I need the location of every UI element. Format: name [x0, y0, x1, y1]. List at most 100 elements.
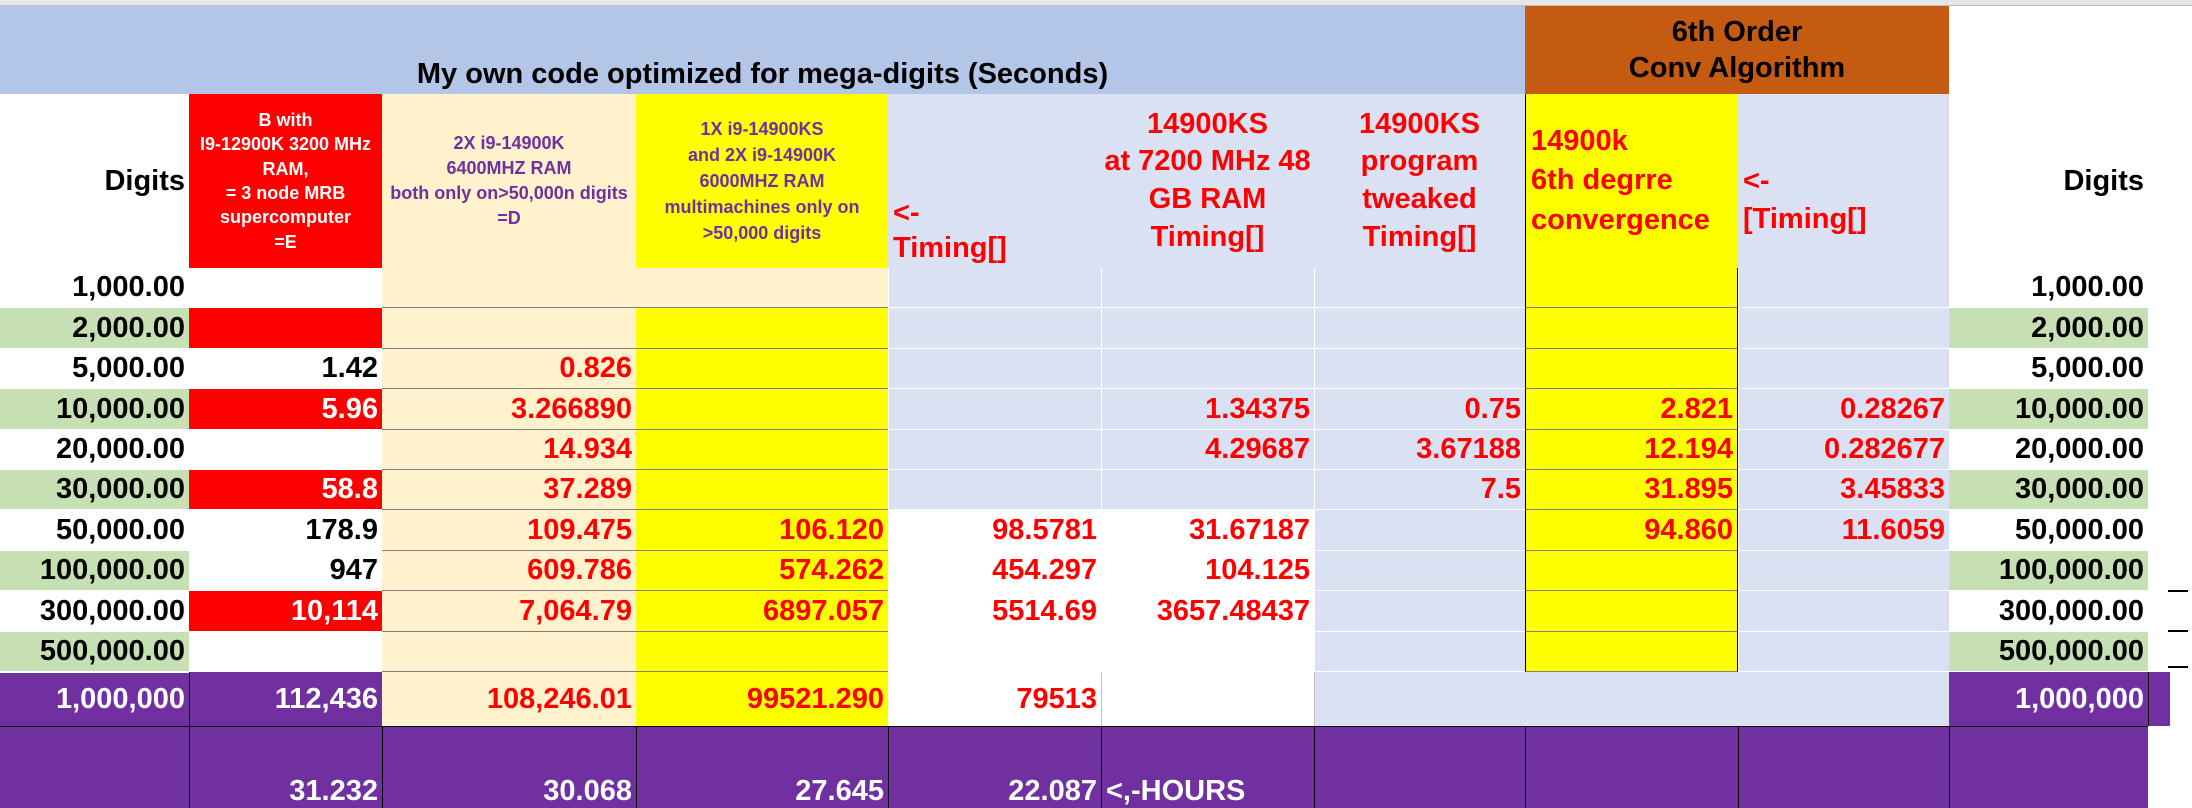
cell-d-row-10[interactable]	[382, 632, 636, 672]
cell-b-row-2[interactable]	[189, 308, 382, 349]
cell-t1-row-3[interactable]	[888, 349, 1101, 389]
million-ks-cell[interactable]: 99521.290	[636, 672, 888, 726]
cell-t1-row-5[interactable]	[888, 430, 1101, 470]
cell-t2-row-3[interactable]	[1101, 349, 1314, 389]
cell-b-row-9[interactable]: 10,114	[189, 591, 382, 632]
cell-digits_r-row-5[interactable]: 20,000.00	[1949, 430, 2148, 470]
cell-digits_r-row-9[interactable]: 300,000.00	[1949, 591, 2148, 632]
cell-d-row-8[interactable]: 609.786	[382, 551, 636, 591]
cell-digits-row-2[interactable]: 2,000.00	[0, 308, 189, 349]
cell-b-row-7[interactable]: 178.9	[189, 510, 382, 551]
cell-t3-row-2[interactable]	[1314, 308, 1525, 349]
cell-k6-row-2[interactable]	[1525, 308, 1738, 349]
digits-header-left[interactable]: Digits	[0, 94, 189, 268]
million-digits-cell[interactable]: 1,000,000	[0, 672, 189, 726]
cell-b-row-8[interactable]: 947	[189, 551, 382, 591]
cell-k6-row-5[interactable]: 12.194	[1525, 430, 1738, 470]
cell-t2-row-4[interactable]: 1.34375	[1101, 389, 1314, 430]
cell-t3-row-8[interactable]	[1314, 551, 1525, 591]
cell-t1-row-1[interactable]	[888, 268, 1101, 308]
cell-ks-row-9[interactable]: 6897.057	[636, 591, 888, 632]
cell-t3-row-1[interactable]	[1314, 268, 1525, 308]
hours-cell-9[interactable]	[1949, 726, 2148, 808]
hours-ks-cell[interactable]: 27.645	[636, 726, 888, 808]
cell-d-row-3[interactable]: 0.826	[382, 349, 636, 389]
cell-ks-row-2[interactable]	[636, 308, 888, 349]
cell-t2-row-5[interactable]: 4.29687	[1101, 430, 1314, 470]
cell-t2-row-9[interactable]: 3657.48437	[1101, 591, 1314, 632]
digits-header-right[interactable]: Digits	[1949, 94, 2148, 268]
cell-digits-row-6[interactable]: 30,000.00	[0, 470, 189, 510]
cell-digits-row-1[interactable]: 1,000.00	[0, 268, 189, 308]
cell-b-row-10[interactable]	[189, 632, 382, 672]
cell-ks-row-3[interactable]	[636, 349, 888, 389]
cell-b-row-6[interactable]: 58.8	[189, 470, 382, 510]
cell-t1-row-7[interactable]: 98.5781	[888, 510, 1101, 551]
cell-t4-row-9[interactable]	[1738, 591, 1949, 632]
cell-d-row-2[interactable]	[382, 308, 636, 349]
cell-t2-row-8[interactable]: 104.125	[1101, 551, 1314, 591]
cell-d-row-1[interactable]	[382, 268, 636, 308]
cell-d-row-6[interactable]: 37.289	[382, 470, 636, 510]
cell-digits_r-row-7[interactable]: 50,000.00	[1949, 510, 2148, 551]
k6-header-cell[interactable]: 14900k 6th degrre convergence	[1525, 94, 1738, 268]
cell-b-row-4[interactable]: 5.96	[189, 389, 382, 430]
million-digits-right-cell[interactable]: 1,000,000	[1949, 672, 2148, 726]
cell-ks-row-10[interactable]	[636, 632, 888, 672]
cell-digits_r-row-4[interactable]: 10,000.00	[1949, 389, 2148, 430]
hours-t1-cell[interactable]: 22.087	[888, 726, 1101, 808]
cell-t4-row-6[interactable]: 3.45833	[1738, 470, 1949, 510]
cell-k6-row-8[interactable]	[1525, 551, 1738, 591]
cell-t4-row-5[interactable]: 0.282677	[1738, 430, 1949, 470]
cell-t3-row-10[interactable]	[1314, 632, 1525, 672]
cell-t2-row-1[interactable]	[1101, 268, 1314, 308]
cell-b-row-3[interactable]: 1.42	[189, 349, 382, 389]
hours-label-cell[interactable]: <,-HOURS	[1101, 726, 1314, 808]
cell-t1-row-10[interactable]	[888, 632, 1101, 672]
ks7200-header-cell[interactable]: 14900KS at 7200 MHz 48 GB RAM Timing[]	[1101, 94, 1314, 268]
cell-digits_r-row-10[interactable]: 500,000.00	[1949, 632, 2148, 672]
cell-k6-row-6[interactable]: 31.895	[1525, 470, 1738, 510]
cell-k6-row-9[interactable]	[1525, 591, 1738, 632]
cell-digits-row-5[interactable]: 20,000.00	[0, 430, 189, 470]
cell-t3-row-9[interactable]	[1314, 591, 1525, 632]
cell-d-row-7[interactable]: 109.475	[382, 510, 636, 551]
cell-d-row-9[interactable]: 7,064.79	[382, 591, 636, 632]
cell-t3-row-6[interactable]: 7.5	[1314, 470, 1525, 510]
cell-t4-row-2[interactable]	[1738, 308, 1949, 349]
cell-k6-row-4[interactable]: 2.821	[1525, 389, 1738, 430]
cell-t3-row-7[interactable]	[1314, 510, 1525, 551]
cell-t1-row-9[interactable]: 5514.69	[888, 591, 1101, 632]
cell-t3-row-5[interactable]: 3.67188	[1314, 430, 1525, 470]
cell-b-row-5[interactable]	[189, 430, 382, 470]
cell-t3-row-4[interactable]: 0.75	[1314, 389, 1525, 430]
sixth-order-header-cell[interactable]: 6th Order Conv Algorithm	[1525, 6, 1949, 94]
cell-digits_r-row-2[interactable]: 2,000.00	[1949, 308, 2148, 349]
cell-ks-row-7[interactable]: 106.120	[636, 510, 888, 551]
cell-t2-row-7[interactable]: 31.67187	[1101, 510, 1314, 551]
cell-d-row-5[interactable]: 14.934	[382, 430, 636, 470]
cell-ks-row-5[interactable]	[636, 430, 888, 470]
cell-digits-row-4[interactable]: 10,000.00	[0, 389, 189, 430]
cell-t4-row-3[interactable]	[1738, 349, 1949, 389]
cell-ks-row-8[interactable]: 574.262	[636, 551, 888, 591]
cell-t1-row-6[interactable]	[888, 470, 1101, 510]
hours-cell-6[interactable]	[1314, 726, 1525, 808]
cell-t2-row-6[interactable]	[1101, 470, 1314, 510]
cell-digits_r-row-8[interactable]: 100,000.00	[1949, 551, 2148, 591]
cell-digits-row-9[interactable]: 300,000.00	[0, 591, 189, 632]
cell-k6-row-3[interactable]	[1525, 349, 1738, 389]
cell-ks-row-1[interactable]	[636, 268, 888, 308]
cell-t4-row-8[interactable]	[1738, 551, 1949, 591]
cell-ks-row-6[interactable]	[636, 470, 888, 510]
cell-t4-row-7[interactable]: 11.6059	[1738, 510, 1949, 551]
cell-ks-row-4[interactable]	[636, 389, 888, 430]
hours-b-cell[interactable]: 31.232	[189, 726, 382, 808]
cell-t4-row-10[interactable]	[1738, 632, 1949, 672]
cell-t1-row-2[interactable]	[888, 308, 1101, 349]
cell-t2-row-10[interactable]	[1101, 632, 1314, 672]
million-d-cell[interactable]: 108,246.01	[382, 672, 636, 726]
cell-digits_r-row-3[interactable]: 5,000.00	[1949, 349, 2148, 389]
banner-cell[interactable]: My own code optimized for mega-digits (S…	[0, 6, 1525, 94]
cell-digits-row-10[interactable]: 500,000.00	[0, 632, 189, 672]
